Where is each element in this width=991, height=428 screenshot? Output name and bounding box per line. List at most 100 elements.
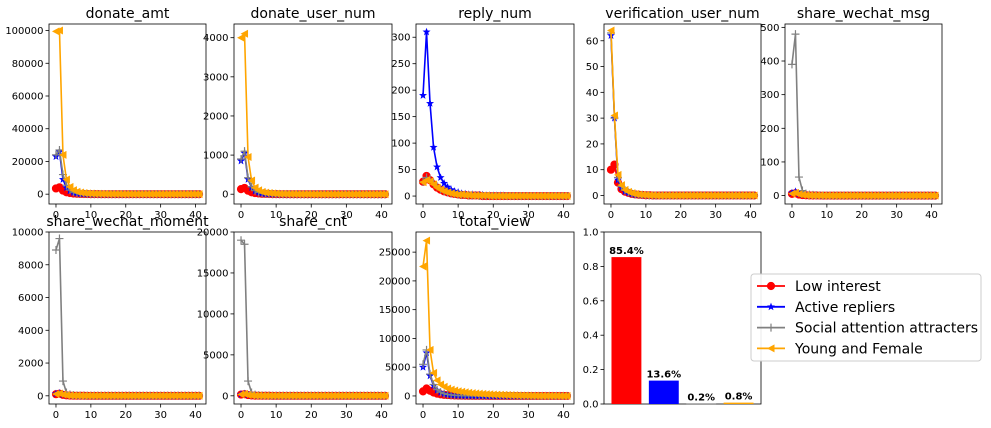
bar-value-label: 85.4% bbox=[609, 246, 644, 257]
data-point bbox=[471, 389, 480, 398]
x-tick-label: 0 bbox=[238, 410, 244, 421]
x-tick-label: 20 bbox=[487, 210, 500, 221]
data-point bbox=[794, 173, 803, 182]
legend-item-young-and-female: Young and Female bbox=[757, 341, 923, 357]
y-tick-label: 60000 bbox=[12, 92, 44, 103]
y-tick-label: 0.2 bbox=[583, 365, 599, 376]
subplot-donate-user-num: 0 1000 2000 3000 4000 0 10 20 30 40 donate_user_nu… bbox=[203, 6, 393, 221]
axes-frame bbox=[233, 23, 393, 205]
data-point bbox=[931, 191, 939, 200]
series-young-and-female bbox=[419, 236, 571, 400]
data-point bbox=[482, 390, 490, 399]
data-point bbox=[454, 387, 462, 396]
legend-marker bbox=[767, 344, 775, 353]
data-point bbox=[58, 377, 67, 386]
data-point bbox=[475, 389, 483, 398]
x-tick-label: 40 bbox=[375, 210, 388, 221]
x-tick-label: 40 bbox=[744, 210, 757, 221]
series-young-and-female bbox=[237, 29, 389, 199]
x-tick-label: 10 bbox=[452, 410, 465, 421]
data-point bbox=[83, 189, 91, 198]
data-point bbox=[750, 191, 758, 200]
x-tick-label: 10 bbox=[452, 210, 465, 221]
plot-area bbox=[787, 30, 940, 200]
data-point bbox=[485, 390, 494, 399]
data-point bbox=[62, 391, 70, 400]
data-point bbox=[433, 162, 442, 171]
x-tick-label: 30 bbox=[340, 210, 353, 221]
x-tick-label: 40 bbox=[189, 410, 202, 421]
data-point bbox=[237, 155, 246, 163]
data-point bbox=[240, 29, 249, 38]
y-tick-label: 100000 bbox=[5, 26, 43, 37]
plot-area bbox=[51, 234, 204, 400]
legend-label: Social attention attracters bbox=[795, 321, 978, 337]
y-tick-label: 25000 bbox=[379, 248, 411, 259]
y-tick-label: 80000 bbox=[12, 59, 44, 70]
y-tick-label: 60 bbox=[586, 36, 599, 47]
x-tick-label: 30 bbox=[522, 210, 535, 221]
x-tick-label: 30 bbox=[154, 210, 167, 221]
data-point bbox=[641, 190, 650, 199]
data-point bbox=[62, 175, 70, 184]
y-tick-label: 150 bbox=[391, 112, 410, 123]
y-tick-label: 20000 bbox=[379, 276, 411, 287]
y-tick-label: 0 bbox=[222, 190, 228, 201]
y-tick-label: 50 bbox=[398, 165, 411, 176]
x-tick-label: 30 bbox=[709, 210, 722, 221]
data-point bbox=[450, 386, 459, 395]
data-point bbox=[58, 390, 67, 399]
x-tick-label: 0 bbox=[789, 210, 795, 221]
x-tick-label: 10 bbox=[84, 410, 97, 421]
data-point bbox=[419, 91, 428, 99]
data-point bbox=[436, 388, 445, 397]
data-point bbox=[258, 187, 266, 196]
legend-frame bbox=[750, 273, 982, 362]
subplot-cluster-share: 0.0 0.2 0.4 0.6 0.8 1.0 85.4% 13.6% 0.2% 0.8% bbox=[583, 228, 762, 411]
y-tick-label: 300 bbox=[391, 33, 410, 44]
data-point bbox=[606, 26, 615, 35]
y-tick-label: 500 bbox=[760, 23, 779, 34]
data-point bbox=[436, 173, 445, 181]
plot-area bbox=[418, 236, 572, 401]
data-point bbox=[638, 190, 646, 199]
y-tick-label: 0.6 bbox=[583, 296, 599, 307]
data-point bbox=[244, 390, 252, 399]
data-point bbox=[562, 192, 571, 201]
data-point bbox=[634, 190, 643, 199]
data-point bbox=[265, 189, 273, 198]
data-point bbox=[247, 391, 256, 400]
axes-frame bbox=[48, 231, 207, 405]
y-tick-label: 10 bbox=[586, 165, 599, 176]
data-point bbox=[244, 153, 252, 162]
y-tick-label: 40 bbox=[586, 88, 599, 99]
y-tick-label: 10000 bbox=[197, 309, 229, 320]
data-point bbox=[478, 389, 487, 398]
series-young-and-female bbox=[606, 26, 758, 200]
y-tick-label: 0.0 bbox=[583, 400, 599, 411]
data-point bbox=[76, 188, 84, 197]
data-point bbox=[261, 188, 270, 197]
data-point bbox=[464, 388, 473, 397]
data-point bbox=[65, 182, 74, 191]
legend-item-active-repliers: Active repliers bbox=[757, 300, 895, 316]
data-point bbox=[55, 26, 63, 35]
data-point bbox=[447, 185, 456, 194]
data-point bbox=[429, 380, 438, 389]
data-point bbox=[450, 189, 459, 198]
bar-value-label: 0.2% bbox=[687, 393, 715, 404]
legend-marker bbox=[767, 302, 775, 311]
x-tick-label: 40 bbox=[557, 410, 570, 421]
x-tick-label: 10 bbox=[270, 410, 283, 421]
y-tick-label: 250 bbox=[391, 59, 410, 70]
data-point bbox=[617, 181, 625, 190]
y-tick-label: 0 bbox=[37, 190, 43, 201]
y-tick-label: 5000 bbox=[385, 363, 410, 374]
data-point bbox=[627, 189, 636, 198]
series-young-and-female bbox=[51, 26, 203, 199]
bar-young-and-female bbox=[723, 402, 754, 404]
data-point bbox=[72, 187, 81, 196]
data-point bbox=[195, 391, 203, 400]
data-point bbox=[429, 180, 438, 189]
